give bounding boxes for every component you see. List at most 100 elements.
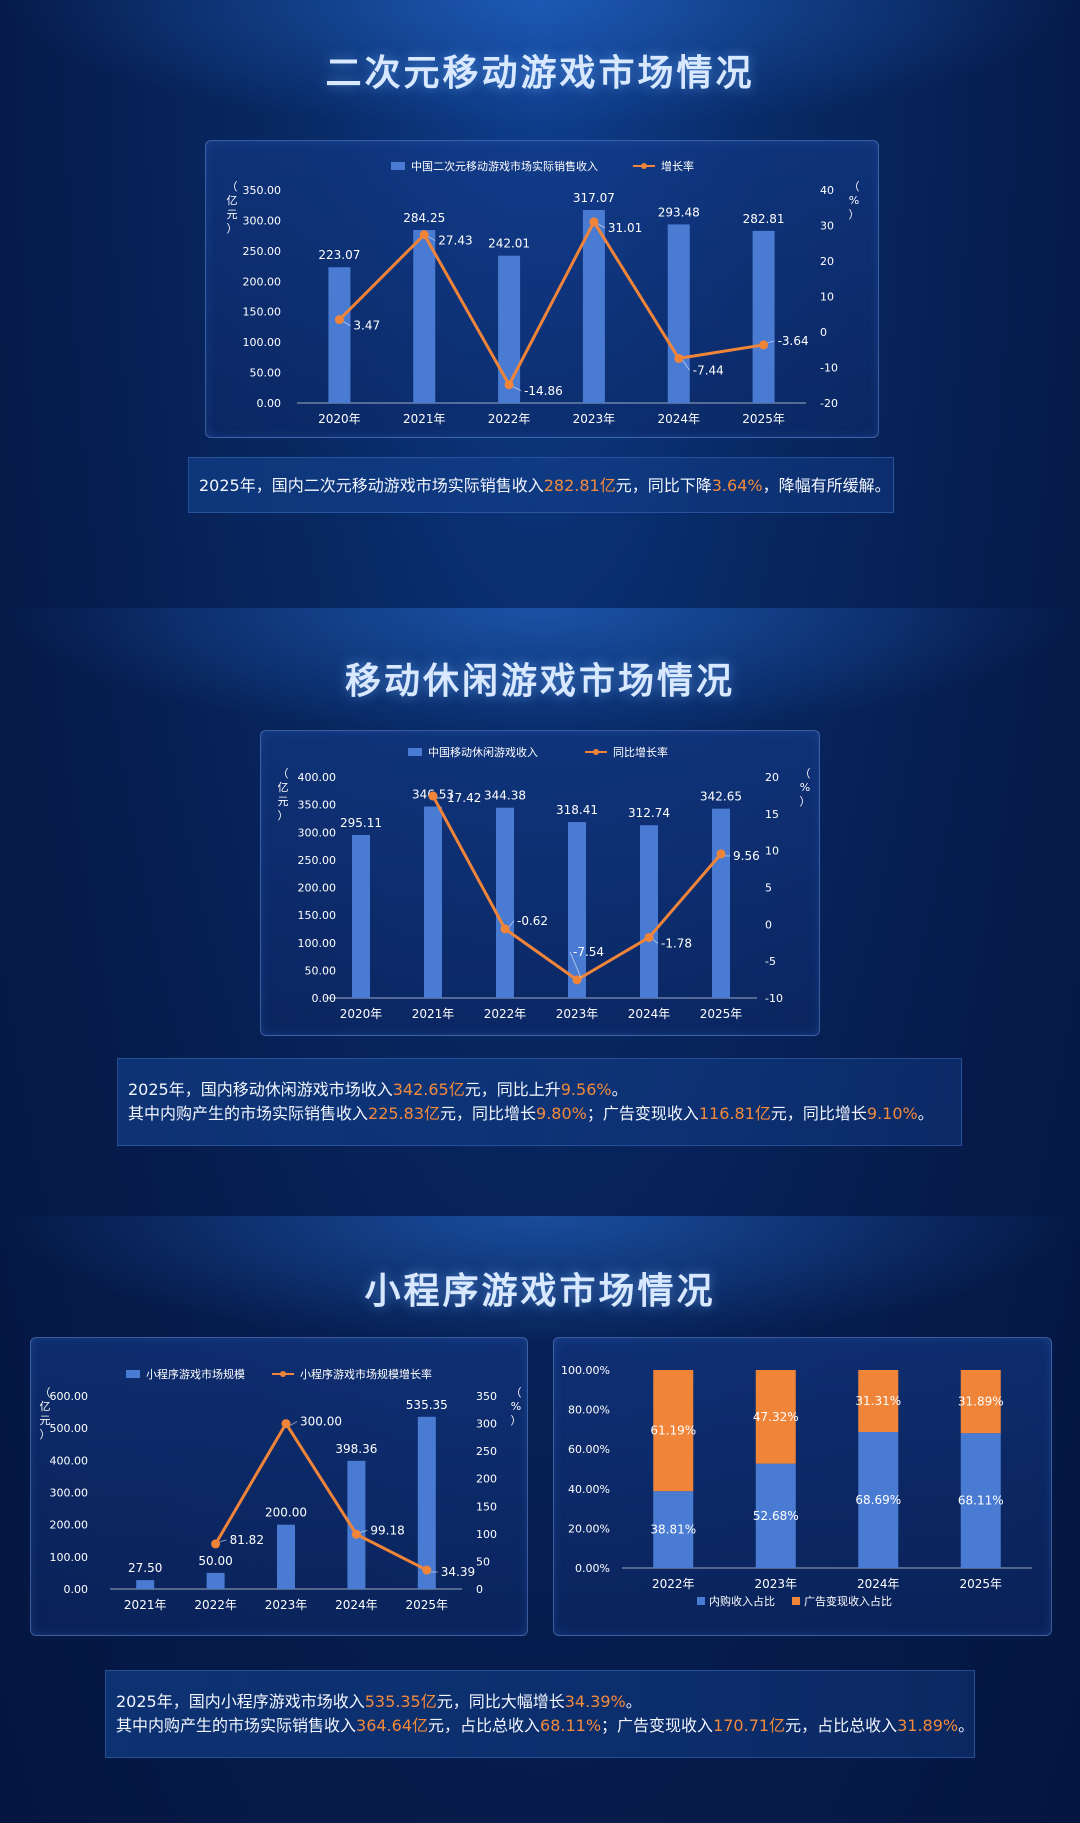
- bar: [413, 230, 436, 403]
- legend-bar-swatch: [126, 1370, 140, 1378]
- summary-text: 其中内购产生的市场实际销售收入: [128, 1104, 369, 1123]
- y-left-tick: 100.00: [298, 937, 337, 950]
- legend-ad-swatch: [792, 1597, 800, 1605]
- y-right-unit: （%）: [849, 180, 860, 221]
- y-left-tick: 350.00: [243, 184, 282, 197]
- growth-value-label: 3.47: [353, 319, 380, 333]
- growth-point: [644, 932, 654, 942]
- ad-share-label: 61.19%: [650, 1424, 696, 1438]
- y-left-unit: （亿元）: [40, 1386, 51, 1441]
- summary-text: 其中内购产生的市场实际销售收入: [116, 1716, 357, 1735]
- summary-line: 其中内购产生的市场实际销售收入225.83亿元，同比增长9.80%；广告变现收入…: [128, 1102, 951, 1126]
- summary-text: 元，同比下降: [615, 476, 712, 495]
- ad-share-label: 31.31%: [855, 1394, 901, 1408]
- y-left-tick: 600.00: [50, 1390, 89, 1403]
- bar-value-label: 282.81: [743, 212, 785, 226]
- acg-summary: 2025年，国内二次元移动游戏市场实际销售收入282.81亿元，同比下降3.64…: [188, 457, 894, 513]
- y-left-tick: 300.00: [243, 214, 282, 227]
- growth-value-label: -7.44: [693, 363, 724, 377]
- summary-highlight: 9.10%: [866, 1104, 918, 1123]
- growth-point: [351, 1529, 361, 1539]
- growth-value-label: 27.43: [438, 234, 472, 248]
- x-tick-label: 2020年: [318, 412, 361, 426]
- summary-text: ，降幅有所缓解。: [762, 476, 891, 495]
- bar-value-label: 398.36: [335, 1442, 377, 1456]
- acg-chart-panel: 中国二次元移动游戏市场实际销售收入 增长率 （亿元） （%） 0.00 50.00 100.…: [205, 140, 879, 438]
- x-tick-label: 2024年: [657, 412, 700, 426]
- growth-point: [716, 849, 726, 859]
- minigame-scale-chart: 小程序游戏市场规模 小程序游戏市场规模增长率 （亿元） （%） 0.00 100.00 20…: [40, 1367, 522, 1612]
- bar: [752, 230, 775, 403]
- x-tick-label: 2024年: [335, 1598, 378, 1612]
- y-right-unit: （%）: [511, 1386, 522, 1427]
- growth-point: [504, 380, 514, 390]
- summary-highlight: 282.81亿: [543, 476, 616, 495]
- summary-text: 2025年，国内小程序游戏市场收入: [116, 1692, 365, 1711]
- y-left-tick: 0.00: [312, 992, 337, 1005]
- growth-value-label: -0.62: [517, 914, 548, 928]
- growth-value-label: 99.18: [370, 1523, 404, 1537]
- y-left-unit: （亿元）: [278, 767, 289, 822]
- bar-ad-share: [755, 1370, 796, 1464]
- ad-share-label: 47.32%: [753, 1410, 799, 1424]
- growth-value-label: -7.54: [573, 945, 604, 959]
- summary-highlight: 225.83亿: [368, 1104, 441, 1123]
- bar: [568, 822, 586, 998]
- growth-value-label: 81.82: [230, 1533, 264, 1547]
- y-tick: 80.00%: [568, 1404, 610, 1417]
- growth-label-leader: [428, 236, 436, 242]
- bar: [496, 807, 514, 998]
- y-left-tick: 300.00: [50, 1487, 89, 1500]
- legend-bar-swatch: [408, 748, 422, 756]
- summary-line: 2025年，国内移动休闲游戏市场收入342.65亿元，同比上升9.56%。: [128, 1078, 951, 1102]
- legend-line-dot: [593, 749, 599, 755]
- growth-label-leader: [652, 939, 659, 944]
- section-title-minigame: 小程序游戏市场情况: [364, 1271, 716, 1312]
- inapp-share-label: 68.69%: [855, 1493, 901, 1507]
- bar: [640, 825, 658, 998]
- y-left-tick: 50.00: [250, 367, 282, 380]
- inapp-share-label: 68.11%: [958, 1494, 1004, 1508]
- minigame-scale-panel: 小程序游戏市场规模 小程序游戏市场规模增长率 （亿元） （%） 0.00 100.00 20…: [30, 1337, 528, 1636]
- y-right-tick: -5: [765, 955, 776, 968]
- y-left-tick: 200.00: [298, 882, 337, 895]
- bar-value-label: 200.00: [265, 1506, 307, 1520]
- inapp-share-label: 52.68%: [753, 1509, 799, 1523]
- casual-summary: 2025年，国内移动休闲游戏市场收入342.65亿元，同比上升9.56%。 其中内…: [117, 1058, 962, 1146]
- summary-highlight: 364.64亿: [356, 1716, 429, 1735]
- y-tick: 20.00%: [568, 1522, 610, 1535]
- x-tick-label: 2023年: [754, 1577, 797, 1591]
- y-right-tick: 10: [765, 845, 779, 858]
- summary-text: 2025年，国内二次元移动游戏市场实际销售收入: [199, 476, 544, 495]
- y-right-tick: 150: [476, 1500, 497, 1513]
- growth-point: [674, 353, 684, 363]
- growth-value-label: 9.56: [733, 849, 760, 863]
- growth-value-label: 17.42: [447, 791, 481, 805]
- growth-label-leader: [219, 1539, 227, 1543]
- bar-value-label: 344.38: [484, 789, 526, 803]
- summary-highlight: 3.64%: [711, 476, 763, 495]
- y-right-tick: 200: [476, 1473, 497, 1486]
- summary-text: 元，同比增长: [440, 1104, 537, 1123]
- growth-label-leader: [512, 386, 522, 392]
- y-tick: 0.00%: [575, 1562, 610, 1575]
- legend-line-label: 同比增长率: [613, 745, 668, 759]
- y-left-tick: 100.00: [50, 1551, 89, 1564]
- x-tick-label: 2023年: [556, 1007, 599, 1021]
- growth-value-label: -14.86: [524, 384, 563, 398]
- summary-text: 。: [958, 1716, 975, 1735]
- summary-highlight: 170.71亿: [713, 1716, 786, 1735]
- bar-inapp-share: [653, 1491, 694, 1568]
- x-tick-label: 2025年: [959, 1577, 1002, 1591]
- bar-value-label: 242.01: [488, 237, 530, 251]
- bar: [712, 808, 730, 998]
- casual-chart-panel: 中国移动休闲游戏收入 同比增长率 （亿元） （%） 0.00 50.00 100.00 150…: [260, 730, 820, 1036]
- x-tick-label: 2022年: [484, 1007, 527, 1021]
- bar: [582, 210, 605, 403]
- bar-ad-share: [858, 1370, 899, 1432]
- bar: [277, 1524, 295, 1589]
- growth-point: [759, 340, 769, 350]
- y-right-tick: 5: [765, 882, 772, 895]
- growth-point: [428, 791, 438, 801]
- bar-value-label: 317.07: [573, 191, 615, 205]
